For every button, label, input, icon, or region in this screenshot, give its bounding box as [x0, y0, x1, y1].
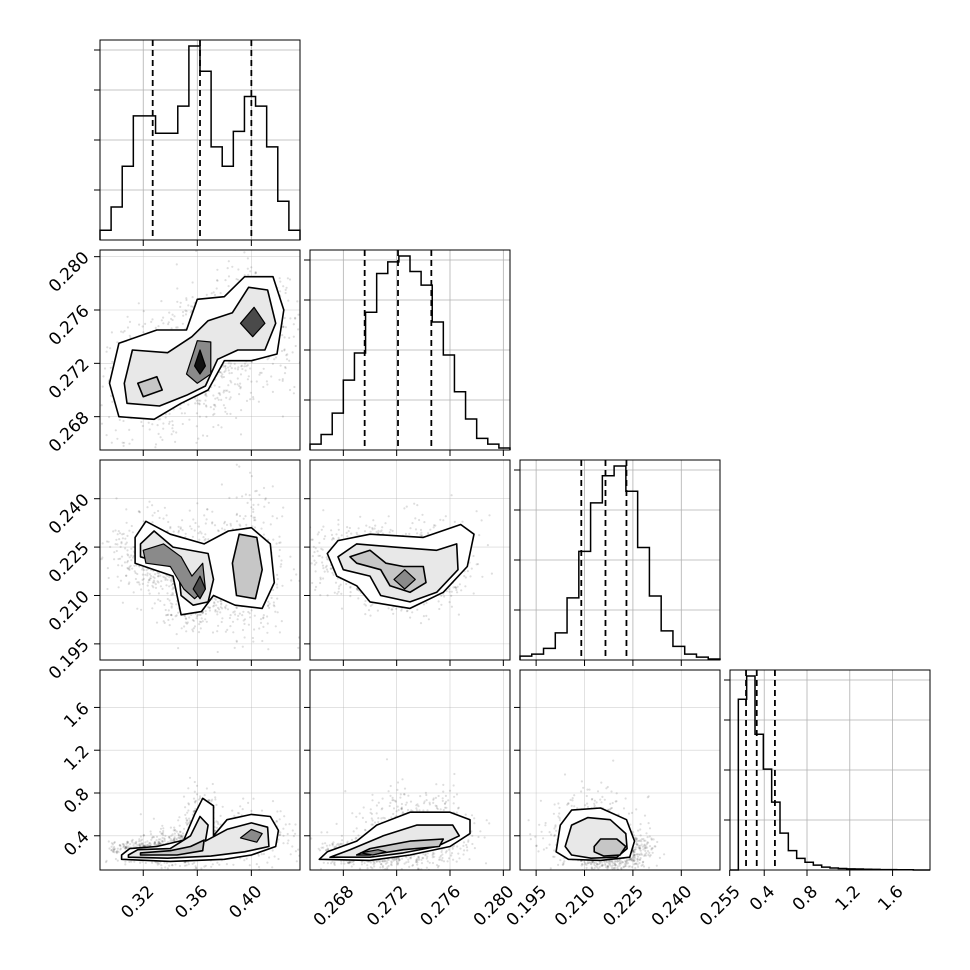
panel-frame — [99, 249, 301, 451]
density-panel-3-4: 0.195 0.210 0.225 0.240 0.255 — [503, 669, 745, 931]
histogram-step — [730, 675, 930, 871]
contour-level — [239, 828, 263, 843]
panel-frame — [309, 459, 511, 661]
density-panel-1-4: 0.32 0.36 0.40 0.4 0.8 1.2 1.6 — [60, 669, 301, 923]
density-layers — [310, 494, 493, 625]
x-tick-label: 1.6 — [874, 882, 907, 915]
x-tick-label: 0.32 — [117, 882, 158, 923]
contour-level — [137, 375, 163, 398]
density-layers — [100, 250, 300, 449]
x-tick-label: 0.240 — [648, 882, 697, 931]
y-tick-label: 0.225 — [45, 538, 94, 587]
y-tick-label: 1.2 — [60, 742, 93, 775]
panel-frame — [99, 669, 301, 871]
x-tick-label: 0.36 — [171, 882, 212, 923]
x-tick-label: 1.2 — [832, 882, 865, 915]
histogram-panel-3 — [514, 459, 721, 666]
contour-level — [231, 533, 263, 600]
x-tick-label: 0.4 — [746, 882, 779, 915]
x-tick-label: 0.268 — [310, 882, 359, 931]
contour-level — [194, 349, 206, 375]
histogram-step — [99, 45, 301, 240]
contour-level — [360, 849, 387, 856]
x-tick-label: 0.255 — [696, 882, 745, 931]
contour-level — [192, 575, 206, 600]
histogram-panel-4: 0.4 0.8 1.2 1.6 — [724, 669, 931, 915]
density-layers — [104, 776, 300, 870]
histogram-step — [309, 255, 511, 450]
panel-frame — [309, 249, 511, 451]
x-tick-label: 0.272 — [363, 882, 412, 931]
x-tick-label: 0.276 — [416, 882, 465, 931]
panel-frame — [519, 459, 721, 661]
x-tick-label: 0.210 — [551, 882, 600, 931]
x-tick-label: 0.8 — [789, 882, 822, 915]
x-tick-label: 0.225 — [599, 882, 648, 931]
y-tick-label: 0.280 — [45, 248, 94, 297]
y-tick-label: 0.240 — [45, 490, 94, 539]
y-tick-label: 0.4 — [60, 827, 93, 860]
y-tick-label: 0.276 — [45, 301, 94, 350]
contour-level — [393, 569, 416, 590]
density-panel-2-3 — [304, 459, 511, 666]
panel-frame — [99, 459, 301, 661]
histogram-panel-1 — [94, 39, 301, 246]
x-tick-label: 0.40 — [225, 882, 266, 923]
contour-level — [127, 815, 270, 859]
y-tick-label: 0.195 — [45, 635, 94, 684]
y-tick-label: 0.272 — [45, 355, 94, 404]
density-panel-2-4: 0.268 0.272 0.276 0.280 — [304, 669, 518, 931]
contour-level — [593, 838, 627, 857]
y-tick-label: 0.8 — [60, 784, 93, 817]
y-tick-label: 0.210 — [45, 587, 94, 636]
panel-frame — [519, 669, 721, 871]
panel-frame — [309, 669, 511, 871]
panel-frame — [99, 39, 301, 241]
y-tick-label: 0.268 — [45, 408, 94, 457]
y-tick-label: 1.6 — [60, 699, 93, 732]
histogram-step — [519, 465, 721, 660]
contour-level — [139, 839, 205, 856]
density-layers — [527, 759, 666, 870]
panel-frame — [729, 669, 931, 871]
density-layers — [100, 463, 300, 654]
contour-level — [239, 306, 266, 338]
contour-level — [329, 824, 461, 858]
histogram-panel-2 — [304, 249, 511, 456]
density-layers — [310, 758, 491, 870]
